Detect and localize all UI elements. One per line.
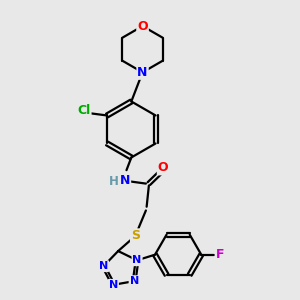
- Text: N: N: [130, 276, 139, 286]
- Text: N: N: [137, 66, 148, 79]
- Text: N: N: [99, 261, 108, 271]
- Text: N: N: [109, 280, 118, 290]
- Text: Cl: Cl: [77, 104, 91, 118]
- Text: O: O: [137, 20, 148, 33]
- Text: F: F: [216, 248, 224, 261]
- Text: H: H: [109, 175, 119, 188]
- Text: N: N: [120, 174, 130, 187]
- Text: O: O: [158, 161, 168, 174]
- Text: S: S: [131, 230, 140, 242]
- Text: N: N: [133, 255, 142, 265]
